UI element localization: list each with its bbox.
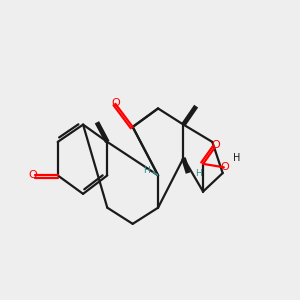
Text: H: H [195, 169, 202, 178]
Text: H: H [233, 153, 240, 163]
Text: O: O [212, 140, 220, 150]
Text: H: H [143, 166, 150, 175]
Text: O: O [111, 98, 120, 108]
Text: O: O [220, 162, 230, 172]
Text: O: O [28, 170, 37, 180]
